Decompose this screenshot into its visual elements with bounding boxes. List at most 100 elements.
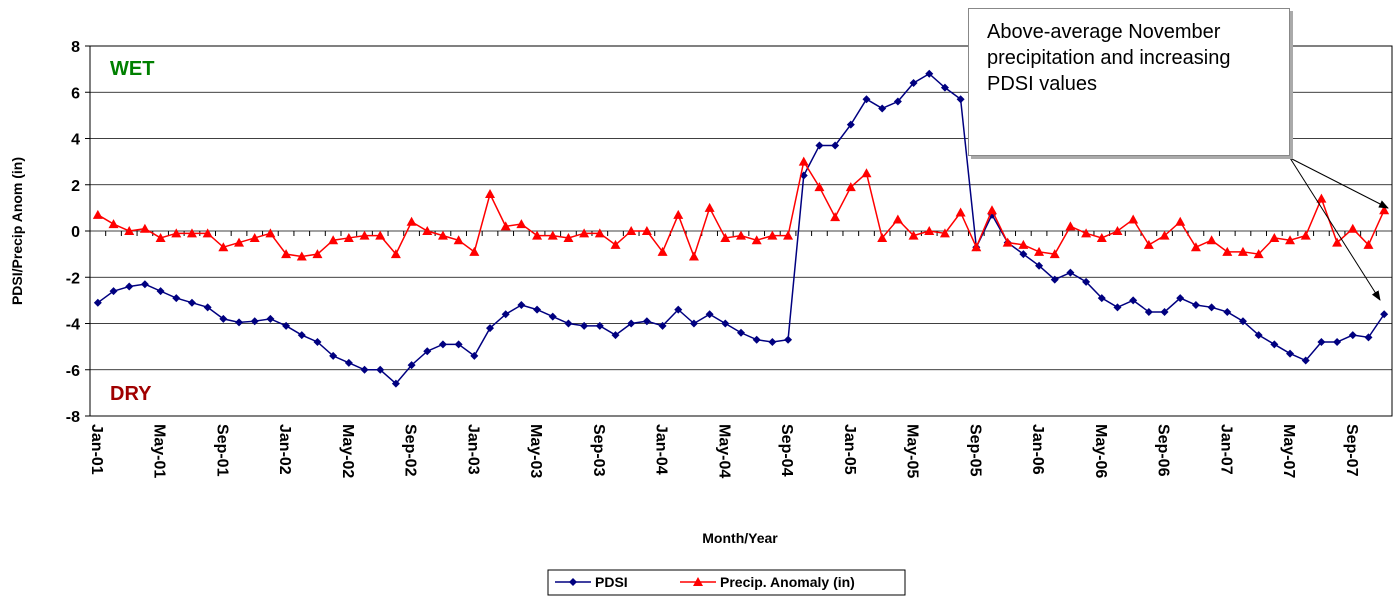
data-point — [438, 340, 447, 349]
data-point — [971, 242, 982, 252]
data-point — [234, 237, 245, 247]
data-point — [313, 338, 322, 346]
x-tick-label: Jan-05 — [841, 424, 858, 475]
data-point — [563, 232, 574, 242]
data-point — [940, 83, 949, 92]
data-point — [437, 230, 448, 240]
x-tick-label: May-06 — [1092, 424, 1109, 478]
data-point — [642, 317, 651, 326]
data-point — [845, 182, 856, 192]
x-tick-label: Jan-01 — [88, 424, 105, 475]
data-point — [1129, 296, 1138, 305]
data-point — [390, 249, 401, 259]
x-tick-label: Jan-06 — [1029, 424, 1046, 475]
data-point — [611, 331, 620, 340]
data-point — [501, 310, 510, 319]
data-point — [1128, 214, 1139, 224]
data-point — [139, 223, 150, 233]
data-point — [407, 361, 416, 370]
data-point — [219, 314, 228, 323]
y-tick-label: 8 — [71, 39, 80, 56]
data-point — [423, 347, 432, 356]
data-point — [830, 212, 841, 222]
data-point — [798, 156, 809, 166]
data-point — [1238, 317, 1247, 326]
data-point — [1143, 239, 1154, 249]
data-point — [1065, 221, 1076, 231]
data-point — [752, 335, 761, 344]
data-point — [814, 182, 825, 192]
x-tick-label: May-02 — [339, 424, 356, 478]
x-tick-label: Sep-05 — [966, 424, 983, 477]
data-point — [469, 246, 480, 256]
x-tick-label: May-03 — [527, 424, 544, 478]
data-point — [878, 104, 887, 113]
data-point — [517, 301, 526, 309]
data-point — [658, 321, 667, 330]
data-point — [783, 230, 794, 240]
data-point — [1113, 303, 1122, 312]
data-point — [641, 226, 652, 235]
x-tick-label: May-04 — [715, 424, 732, 478]
data-point — [1317, 338, 1326, 346]
callout-arrow — [1289, 157, 1389, 209]
data-point — [125, 282, 134, 291]
data-point — [815, 141, 824, 150]
data-point — [500, 221, 511, 231]
legend-label: PDSI — [595, 574, 628, 590]
data-point — [768, 338, 777, 346]
data-point — [939, 228, 950, 238]
data-point — [689, 319, 698, 328]
data-point — [422, 226, 433, 235]
data-point — [1159, 230, 1170, 240]
data-point — [376, 365, 385, 374]
data-point — [359, 230, 370, 240]
y-tick-label: -6 — [66, 363, 80, 380]
data-point — [580, 321, 589, 330]
data-point — [1379, 205, 1390, 215]
y-axis-title: PDSI/Precip Anom (in) — [9, 157, 25, 305]
data-point — [453, 235, 464, 245]
data-point — [108, 219, 119, 229]
x-tick-label: May-07 — [1280, 424, 1297, 478]
y-tick-label: 4 — [71, 132, 80, 149]
data-point — [721, 319, 730, 328]
data-point — [595, 321, 604, 330]
data-point — [751, 235, 762, 245]
data-point — [1050, 275, 1059, 284]
data-point — [548, 312, 557, 321]
legend-label: Precip. Anomaly (in) — [720, 574, 855, 590]
data-point — [720, 232, 731, 242]
data-point — [312, 249, 323, 259]
data-point — [1363, 239, 1374, 249]
data-point — [956, 95, 965, 104]
x-tick-label: Sep-04 — [778, 424, 795, 477]
x-tick-label: Jan-07 — [1217, 424, 1234, 475]
data-point — [1081, 228, 1092, 238]
data-point — [831, 141, 840, 150]
data-point — [674, 305, 683, 314]
data-point — [657, 246, 668, 256]
data-point — [1160, 307, 1169, 316]
dry-label: DRY — [110, 383, 152, 405]
data-point — [908, 230, 919, 240]
data-point — [1380, 310, 1389, 319]
data-point — [1237, 246, 1248, 256]
data-point — [532, 230, 543, 240]
y-tick-label: 6 — [71, 85, 80, 102]
data-point — [862, 95, 871, 104]
data-point — [784, 335, 793, 344]
data-point — [1112, 226, 1123, 235]
data-point — [1082, 277, 1091, 286]
data-point — [627, 319, 636, 328]
data-point — [893, 97, 902, 106]
x-tick-label: May-01 — [151, 424, 168, 478]
data-point — [297, 331, 306, 340]
data-point — [1222, 246, 1233, 256]
x-tick-label: Jan-03 — [464, 424, 481, 475]
data-point — [172, 294, 181, 303]
data-point — [1316, 193, 1327, 203]
data-point — [156, 287, 165, 296]
x-tick-label: Sep-01 — [213, 424, 230, 477]
data-point — [1097, 294, 1106, 303]
